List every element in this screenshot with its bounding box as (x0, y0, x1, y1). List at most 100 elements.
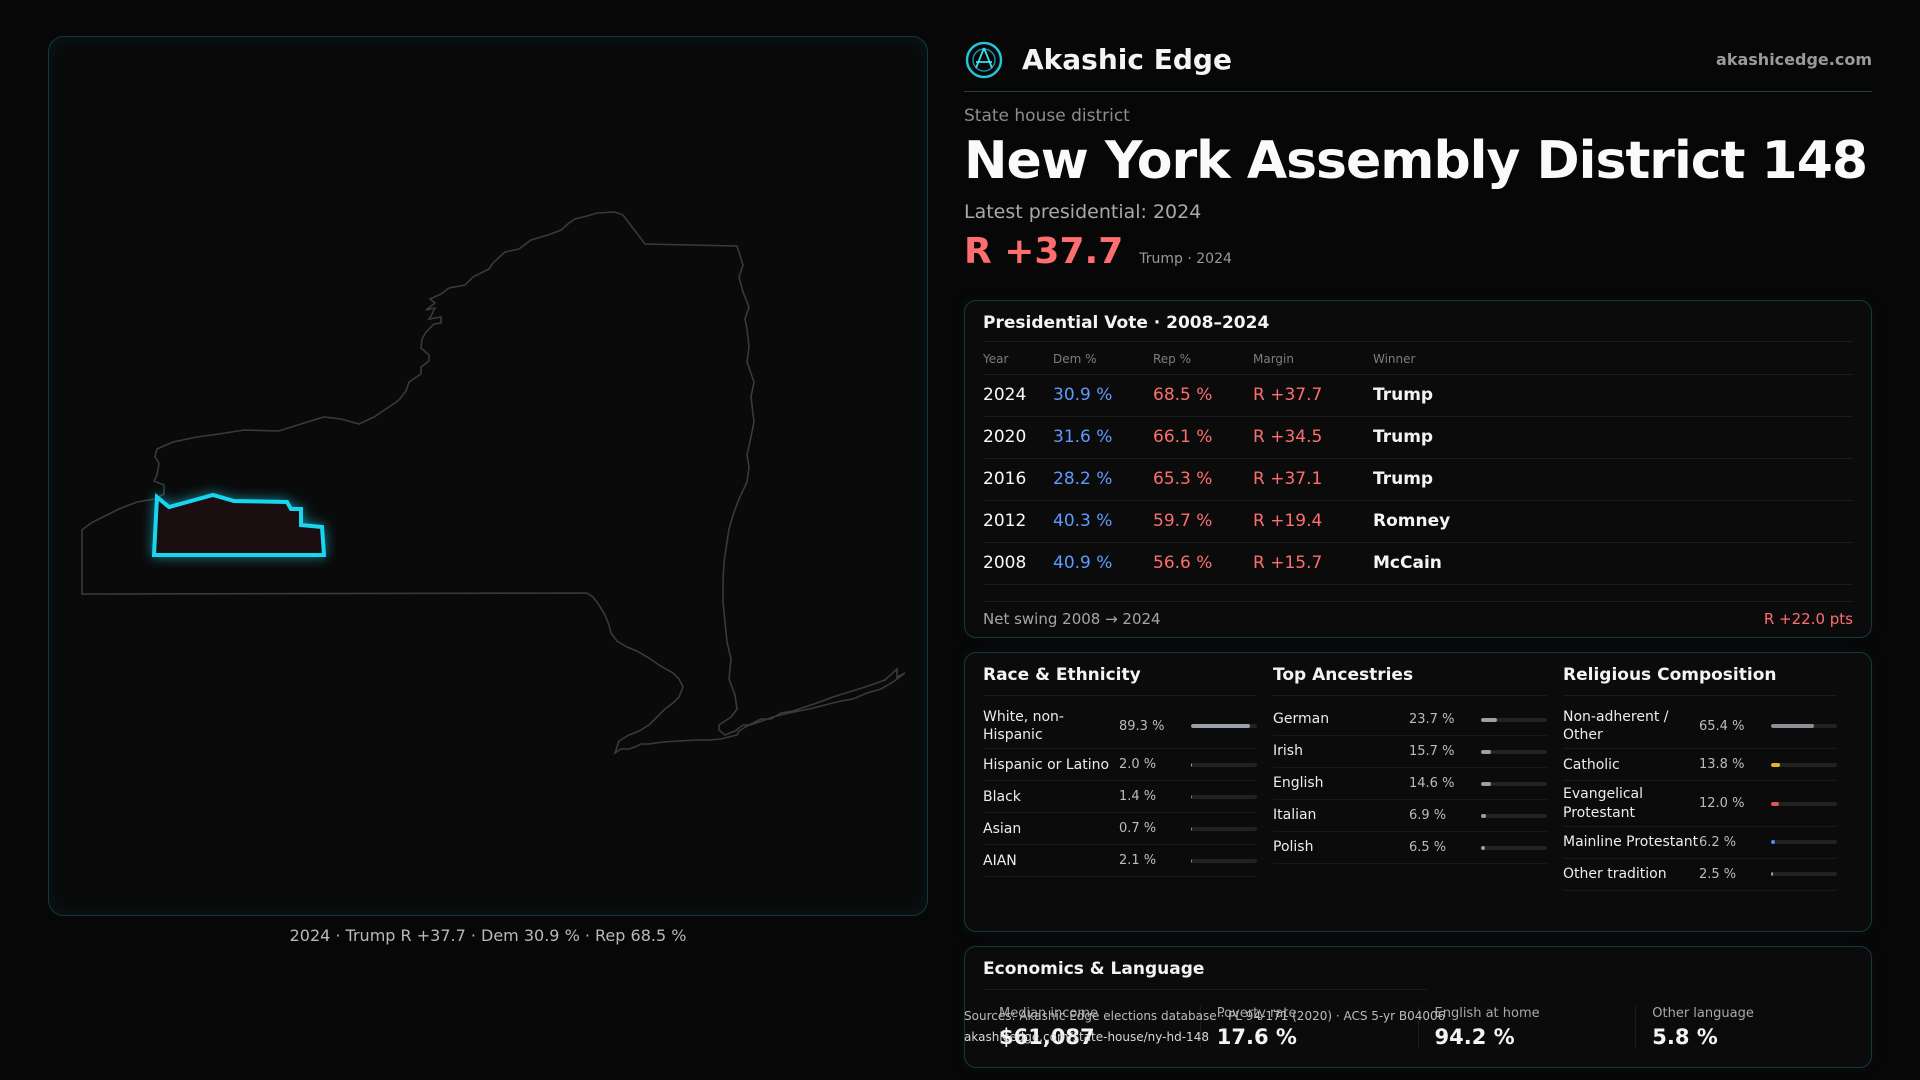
religion-bar-fill (1771, 801, 1779, 806)
race-bar-fill (1191, 794, 1193, 799)
dem-cell: 31.6 % (1053, 416, 1153, 459)
race-bar-fill (1191, 762, 1193, 767)
religion-bar (1771, 840, 1837, 845)
sources-url[interactable]: akashicedge.com/state-house/ny-hd-148 (964, 1030, 1209, 1044)
year-cell: 2016 (983, 458, 1053, 501)
list-item: Polish 6.5 % (1273, 832, 1547, 864)
list-item: Irish 15.7 % (1273, 736, 1547, 768)
list-item: Other tradition 2.5 % (1563, 859, 1837, 891)
winner-cell: Trump (1373, 374, 1853, 417)
economics-title: Economics & Language (983, 959, 1427, 990)
list-item: Asian 0.7 % (983, 813, 1257, 846)
ancestry-bar-fill (1481, 813, 1486, 818)
net-swing-value: R +22.0 pts (1763, 609, 1853, 628)
race-title: Race & Ethnicity (983, 665, 1257, 696)
ancestry-label: Polish (1273, 839, 1314, 856)
race-pct: 2.0 % (1119, 757, 1157, 773)
race-label: Hispanic or Latino (983, 756, 1110, 773)
rep-cell: 59.7 % (1153, 500, 1253, 543)
ancestry-column: Top Ancestries German 23.7 % Irish 15.7 % En… (1273, 665, 1563, 919)
ancestry-bar (1481, 717, 1547, 722)
list-item: Mainline Protestant 6.2 % (1563, 827, 1837, 859)
ancestry-list: German 23.7 % Irish 15.7 % English 14.6 % Ital… (1273, 704, 1547, 864)
margin-cell: R +37.1 (1253, 458, 1373, 501)
race-pct: 1.4 % (1119, 789, 1157, 805)
ancestry-pct: 6.5 % (1409, 840, 1447, 855)
brand-url[interactable]: akashicedge.com (1716, 50, 1872, 69)
presidential-card-title: Presidential Vote · 2008–2024 (983, 313, 1853, 342)
ancestry-bar (1481, 749, 1547, 754)
religion-pct: 6.2 % (1699, 834, 1737, 850)
list-item: German 23.7 % (1273, 704, 1547, 736)
ancestry-bar-fill (1481, 717, 1497, 722)
religion-label: Other tradition (1563, 866, 1667, 883)
religion-bar (1771, 724, 1837, 729)
col-year: Year (983, 344, 1053, 375)
dem-cell: 40.9 % (1053, 542, 1153, 585)
religion-label: Mainline Protestant (1563, 834, 1699, 851)
headline-margin-note: Trump · 2024 (1139, 250, 1232, 267)
religion-pct: 2.5 % (1699, 866, 1737, 882)
list-item: Catholic 13.8 % (1563, 749, 1837, 782)
religion-label: Evangelical Protestant (1563, 786, 1644, 821)
district-148-shape[interactable] (151, 492, 327, 557)
dem-cell: 30.9 % (1053, 374, 1153, 417)
list-item: White, non-Hispanic 89.3 % (983, 704, 1257, 750)
economic-metric: Median income $61,087 (983, 1006, 1200, 1049)
religion-pct: 13.8 % (1699, 757, 1745, 773)
margin-cell: R +19.4 (1253, 500, 1373, 543)
col-rep: Rep % (1153, 344, 1253, 375)
col-dem: Dem % (1053, 344, 1153, 375)
religion-column: Religious Composition Non-adherent / Oth… (1563, 665, 1853, 919)
margin-cell: R +34.5 (1253, 416, 1373, 459)
rep-cell: 66.1 % (1153, 416, 1253, 459)
religion-list: Non-adherent / Other 65.4 % Catholic 13.8 %… (1563, 704, 1837, 891)
headline-margin-value: R +37.7 (964, 230, 1124, 272)
ancestry-label: Irish (1273, 743, 1303, 760)
race-label: Asian (983, 820, 1022, 837)
presidential-vote-card: Presidential Vote · 2008–2024 Year Dem %… (964, 300, 1872, 638)
race-label: Black (983, 788, 1021, 805)
district-type-label: State house district (964, 106, 1130, 126)
religion-bar-fill (1771, 724, 1815, 729)
race-label: White, non-Hispanic (983, 709, 1064, 744)
ancestry-label: German (1273, 711, 1330, 728)
net-swing-label: Net swing 2008 → 2024 (983, 609, 1161, 628)
ancestry-pct: 6.9 % (1409, 808, 1447, 823)
ancestry-label: English (1273, 775, 1324, 792)
race-bar-fill (1191, 858, 1193, 863)
economics-card: Economics & Language Median income $61,08… (964, 946, 1872, 1068)
table-row: 2008 40.9 % 56.6 % R +15.7 McCain (983, 542, 1853, 585)
table-row: 2020 31.6 % 66.1 % R +34.5 Trump (983, 416, 1853, 459)
economic-metric: Poverty rate 17.6 % (1199, 1006, 1418, 1049)
ancestry-bar-fill (1481, 749, 1492, 754)
col-margin: Margin (1253, 344, 1373, 375)
district-map[interactable] (48, 36, 928, 916)
demographics-card: Race & Ethnicity White, non-Hispanic 89.3… (964, 652, 1872, 932)
list-item: Non-adherent / Other 65.4 % (1563, 704, 1837, 750)
latest-presidential-label: Latest presidential: 2024 (964, 200, 1202, 223)
list-item: Italian 6.9 % (1273, 800, 1547, 832)
table-header-row: Year Dem % Rep % Margin Winner (983, 344, 1853, 375)
ancestry-pct: 14.6 % (1409, 776, 1455, 791)
race-pct: 0.7 % (1119, 821, 1157, 837)
ancestry-bar (1481, 813, 1547, 818)
list-item: Hispanic or Latino 2.0 % (983, 749, 1257, 782)
year-cell: 2012 (983, 500, 1053, 543)
akashic-logo-icon (965, 41, 1003, 78)
metric-value: 5.8 % (1652, 1025, 1718, 1049)
race-bar (1191, 858, 1257, 863)
metric-value: 94.2 % (1434, 1025, 1515, 1049)
metric-value: $61,087 (999, 1025, 1095, 1049)
race-list: White, non-Hispanic 89.3 % Hispanic or Lat… (983, 704, 1257, 878)
sources-note: Sources: Akashic Edge elections database… (964, 1006, 1445, 1048)
race-bar (1191, 762, 1257, 767)
race-pct: 2.1 % (1119, 853, 1157, 869)
winner-cell: Romney (1373, 500, 1853, 543)
religion-bar-fill (1771, 762, 1781, 767)
dem-cell: 40.3 % (1053, 500, 1153, 543)
race-bar-fill (1191, 724, 1250, 729)
religion-title: Religious Composition (1563, 665, 1837, 696)
race-bar (1191, 724, 1257, 729)
year-cell: 2008 (983, 542, 1053, 585)
